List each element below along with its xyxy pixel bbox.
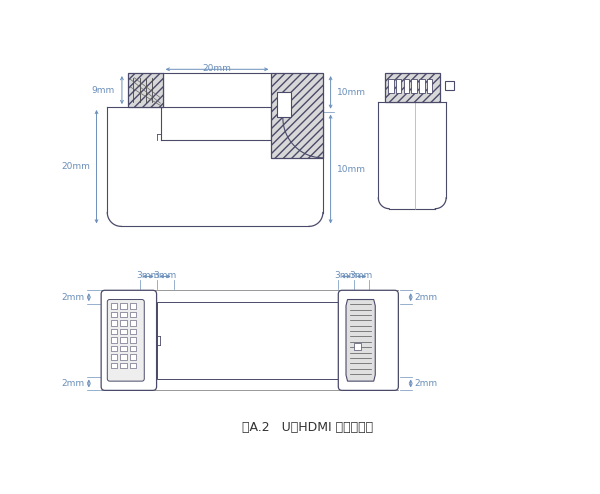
- Bar: [121, 312, 127, 317]
- Text: 10mm: 10mm: [337, 88, 366, 97]
- Text: 20mm: 20mm: [61, 162, 91, 171]
- Bar: [111, 346, 118, 351]
- FancyBboxPatch shape: [101, 290, 157, 390]
- Polygon shape: [346, 299, 375, 381]
- Bar: [427, 80, 432, 93]
- Bar: [277, 92, 292, 117]
- Text: 20mm: 20mm: [203, 64, 232, 73]
- Bar: [445, 81, 454, 90]
- Bar: [396, 80, 401, 93]
- Bar: [412, 80, 417, 93]
- Text: 3mm: 3mm: [154, 271, 176, 280]
- Text: 3mm: 3mm: [334, 271, 358, 280]
- Text: 3mm: 3mm: [350, 271, 373, 280]
- Bar: [388, 80, 394, 93]
- Text: 10mm: 10mm: [337, 165, 366, 173]
- Bar: [111, 303, 118, 309]
- Bar: [419, 80, 425, 93]
- Bar: [130, 337, 136, 343]
- Bar: [353, 343, 361, 350]
- Text: 3mm: 3mm: [136, 271, 160, 280]
- Bar: [404, 80, 409, 93]
- Bar: [157, 302, 338, 379]
- Bar: [111, 337, 118, 343]
- Text: 图A.2   U形HDMI 转接器尺寸: 图A.2 U形HDMI 转接器尺寸: [242, 421, 373, 434]
- Bar: [111, 320, 118, 326]
- Bar: [130, 354, 136, 360]
- FancyBboxPatch shape: [107, 299, 144, 381]
- Bar: [121, 346, 127, 351]
- Text: 2mm: 2mm: [62, 293, 85, 302]
- Bar: [111, 354, 118, 360]
- Bar: [121, 303, 127, 309]
- Bar: [121, 354, 127, 360]
- Bar: [121, 320, 127, 326]
- Bar: [111, 363, 118, 368]
- Bar: [130, 303, 136, 309]
- Text: 2mm: 2mm: [62, 379, 85, 388]
- Bar: [385, 73, 440, 102]
- Bar: [128, 73, 163, 107]
- Bar: [111, 329, 118, 334]
- Bar: [111, 312, 118, 317]
- FancyBboxPatch shape: [338, 290, 398, 390]
- Text: 2mm: 2mm: [415, 379, 437, 388]
- Text: 9mm: 9mm: [91, 85, 114, 94]
- Bar: [130, 320, 136, 326]
- Text: 2mm: 2mm: [415, 293, 437, 302]
- Bar: [121, 337, 127, 343]
- Bar: [130, 312, 136, 317]
- Bar: [130, 363, 136, 368]
- Bar: [130, 329, 136, 334]
- Bar: [130, 346, 136, 351]
- Bar: [121, 363, 127, 368]
- Bar: [271, 73, 323, 158]
- Bar: [121, 329, 127, 334]
